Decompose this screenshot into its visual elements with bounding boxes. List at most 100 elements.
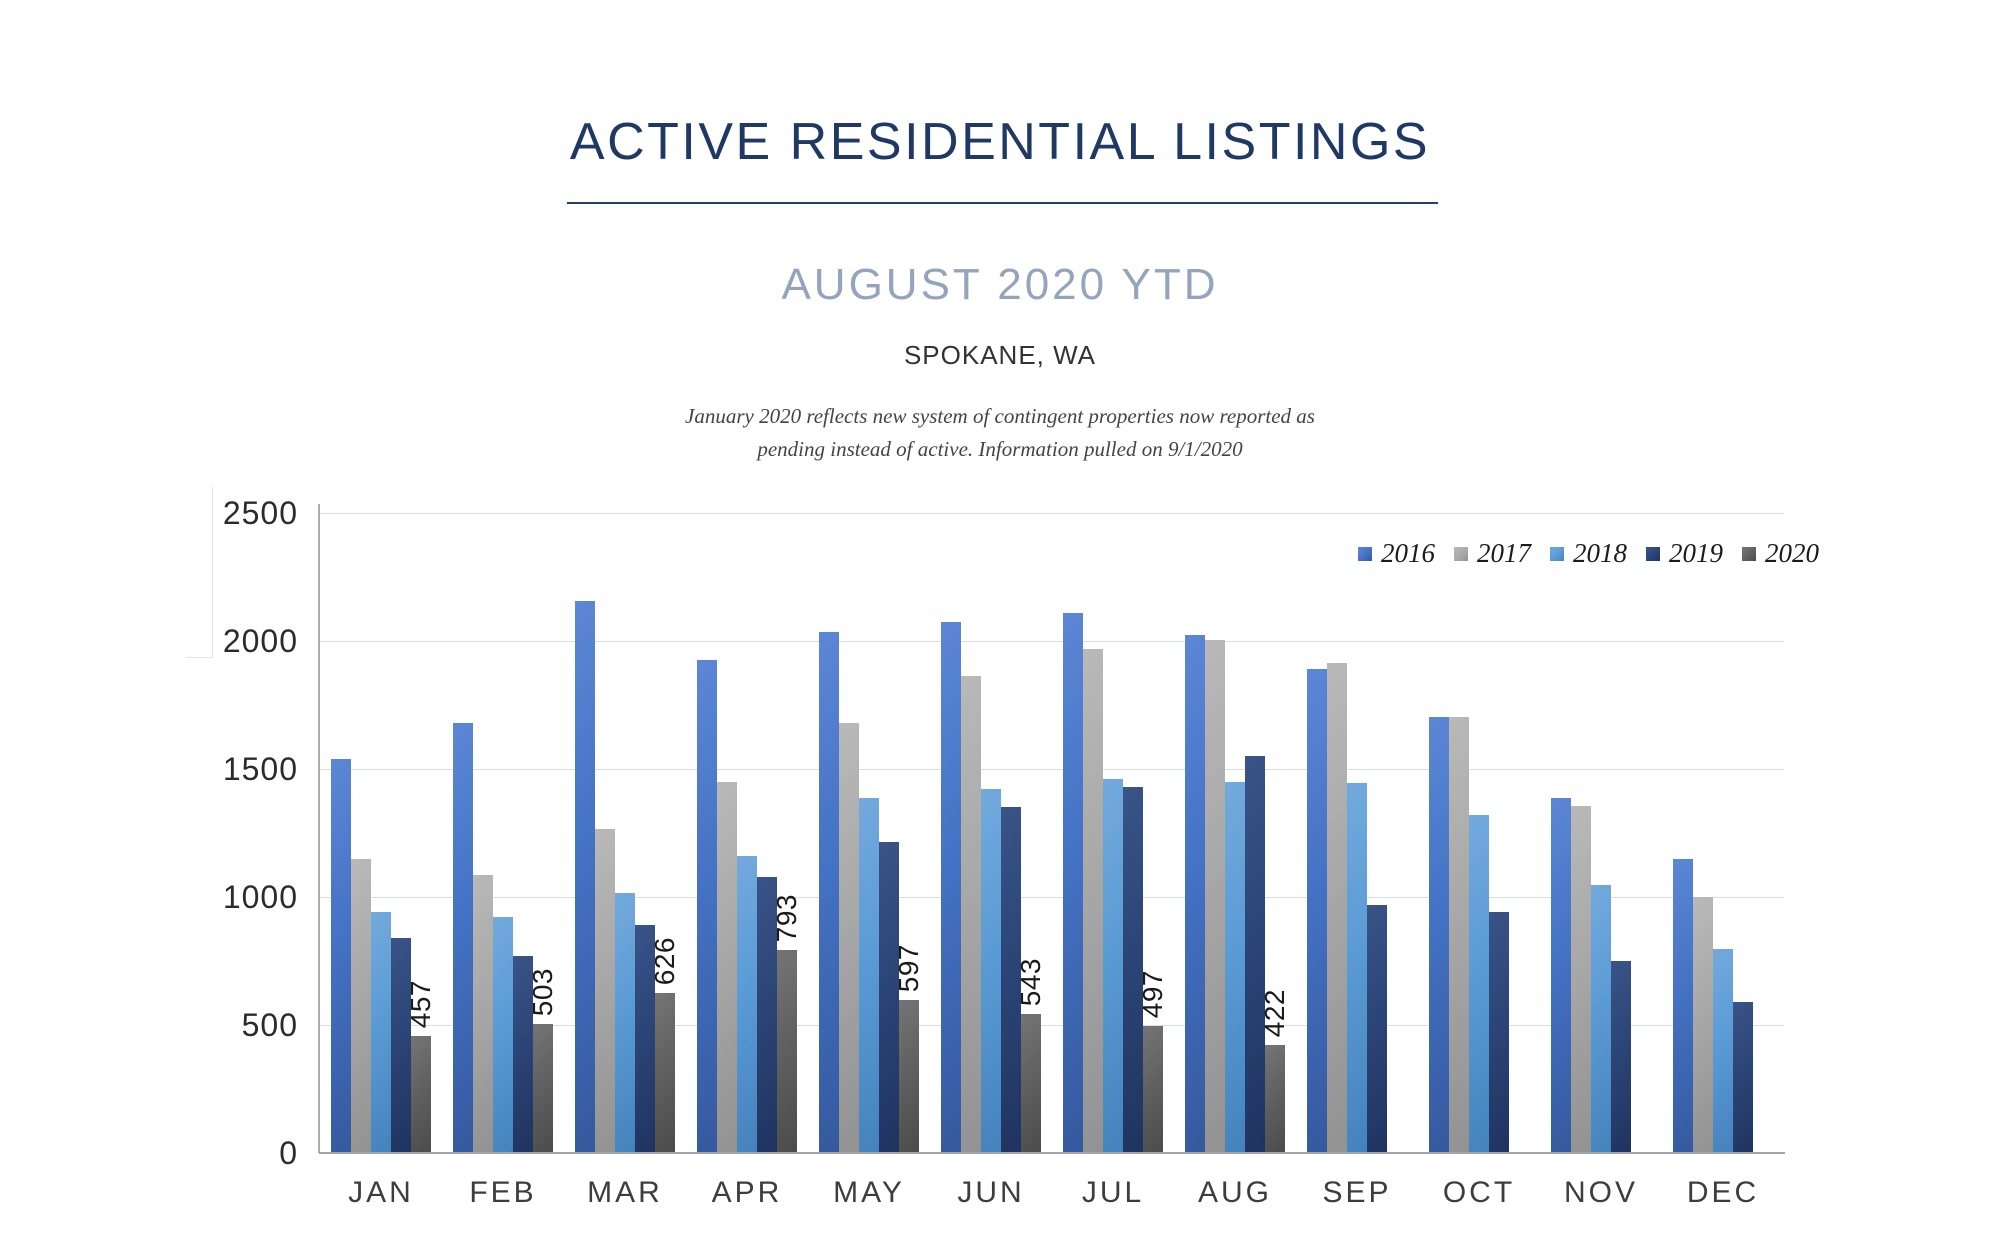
- data-label-2020-jan: 457: [405, 979, 436, 1029]
- bar-2018-mar: [615, 893, 635, 1153]
- x-tick-label-sep: SEP: [1322, 1176, 1392, 1209]
- x-tick-label-nov: NOV: [1563, 1176, 1638, 1209]
- legend-swatch-2020: [1742, 546, 1756, 561]
- bar-2018-may: [859, 798, 879, 1153]
- gridline-1000: [320, 897, 1784, 898]
- bar-2018-jan: [371, 912, 391, 1153]
- data-label-2020-aug: 422: [1259, 988, 1290, 1037]
- footnote: January 2020 reflects new system of cont…: [0, 400, 2000, 466]
- bar-2017-jan: [351, 858, 371, 1153]
- bar-2017-sep: [1327, 662, 1347, 1153]
- x-tick-label-jul: JUL: [1081, 1176, 1145, 1209]
- legend-item-2019: 2019: [1646, 538, 1723, 569]
- bar-group-may: 597: [808, 513, 941, 1153]
- bar-2017-feb: [473, 875, 493, 1153]
- bar-2018-oct: [1469, 815, 1489, 1153]
- bar-group-dec: [1662, 513, 1795, 1153]
- x-tick-label-jun: JUN: [957, 1176, 1025, 1209]
- gridline-2000: [320, 641, 1784, 642]
- bar-2019-jul: [1123, 786, 1143, 1153]
- data-label-2020-may: 597: [893, 943, 924, 993]
- footnote-line2: pending instead of active. Information p…: [757, 437, 1243, 461]
- bar-2016-mar: [575, 601, 595, 1153]
- data-label-2020-jun: 543: [1015, 957, 1046, 1006]
- bar-2019-may: [879, 841, 899, 1153]
- legend-swatch-2018: [1550, 546, 1564, 561]
- bar-2020-jan: [411, 1036, 431, 1153]
- bar-2019-aug: [1245, 756, 1265, 1153]
- bar-2019-sep: [1367, 904, 1387, 1153]
- artifact-line-vertical: [212, 487, 213, 658]
- bar-2017-dec: [1693, 897, 1713, 1153]
- legend-label-2017: 2017: [1477, 538, 1531, 568]
- y-tick-label-1500: 1500: [222, 751, 298, 787]
- y-tick-label-500: 500: [241, 1007, 298, 1043]
- footnote-line1: January 2020 reflects new system of cont…: [685, 404, 1315, 428]
- bar-group-jan: 457: [320, 513, 453, 1153]
- data-label-2020-jul: 497: [1137, 969, 1168, 1018]
- bar-2019-apr: [757, 876, 777, 1153]
- bar-group-nov: [1540, 513, 1673, 1153]
- legend-swatch-2016: [1358, 546, 1372, 561]
- x-axis-line: [319, 1152, 1785, 1154]
- legend-item-2018: 2018: [1550, 538, 1627, 569]
- bar-2016-oct: [1429, 716, 1449, 1153]
- bar-group-aug: 422: [1174, 513, 1307, 1153]
- bar-2018-aug: [1225, 781, 1245, 1153]
- legend-label-2016: 2016: [1381, 538, 1435, 568]
- bar-2017-jun: [961, 675, 981, 1153]
- bar-2016-jun: [941, 621, 961, 1153]
- bar-2019-feb: [513, 955, 533, 1153]
- bar-2018-jun: [981, 789, 1001, 1153]
- bar-group-mar: 626: [564, 513, 697, 1153]
- y-tick-label-2000: 2000: [222, 623, 298, 659]
- x-tick-label-jan: JAN: [348, 1176, 414, 1209]
- x-tick-label-mar: MAR: [587, 1176, 663, 1209]
- bar-2016-jul: [1063, 612, 1083, 1153]
- bar-group-apr: 793: [686, 513, 819, 1153]
- x-tick-label-feb: FEB: [469, 1176, 537, 1209]
- bar-2017-mar: [595, 829, 615, 1153]
- page-title: ACTIVE RESIDENTIAL LISTINGS: [569, 113, 1431, 171]
- x-tick-label-dec: DEC: [1686, 1176, 1760, 1209]
- data-label-2020-feb: 503: [527, 968, 558, 1017]
- y-tick-label-1000: 1000: [222, 879, 298, 915]
- bar-2016-sep: [1307, 669, 1327, 1153]
- bar-2017-may: [839, 722, 859, 1153]
- bar-2016-apr: [697, 660, 717, 1153]
- bar-2018-sep: [1347, 783, 1367, 1153]
- bar-2018-feb: [493, 917, 513, 1153]
- bar-2016-jan: [331, 758, 351, 1153]
- x-tick-label-may: MAY: [833, 1176, 905, 1209]
- bar-2018-apr: [737, 856, 757, 1153]
- legend-swatch-2017: [1454, 546, 1468, 561]
- bar-2020-feb: [533, 1024, 553, 1153]
- bar-2019-oct: [1489, 912, 1509, 1153]
- bar-2018-dec: [1713, 949, 1733, 1153]
- title-underline: [567, 202, 1438, 204]
- x-tick-label-apr: APR: [711, 1176, 783, 1209]
- bar-2018-jul: [1103, 779, 1123, 1153]
- y-axis-line: [318, 504, 320, 1153]
- bar-group-sep: [1296, 513, 1429, 1153]
- bar-group-oct: [1418, 513, 1551, 1153]
- bar-2020-may: [899, 1000, 919, 1153]
- legend-swatch-2019: [1646, 546, 1660, 561]
- bar-2019-jun: [1001, 807, 1021, 1153]
- bar-2020-jul: [1143, 1025, 1163, 1153]
- legend-item-2020: 2020: [1742, 538, 1819, 569]
- bar-2020-jun: [1021, 1014, 1041, 1153]
- y-tick-label-0: 0: [279, 1135, 298, 1171]
- legend-label-2018: 2018: [1573, 538, 1627, 568]
- artifact-line-horizontal: [186, 657, 213, 658]
- bar-2019-nov: [1611, 961, 1631, 1153]
- legend-item-2017: 2017: [1454, 538, 1531, 569]
- bar-2019-mar: [635, 925, 655, 1153]
- bar-2017-jul: [1083, 648, 1103, 1153]
- data-label-2020-apr: 793: [771, 893, 802, 942]
- bar-2017-aug: [1205, 639, 1225, 1153]
- x-tick-label-oct: OCT: [1442, 1176, 1516, 1209]
- plot-area: 457 503 626 793 597 543 497 422: [320, 513, 1784, 1153]
- bar-2016-feb: [453, 722, 473, 1153]
